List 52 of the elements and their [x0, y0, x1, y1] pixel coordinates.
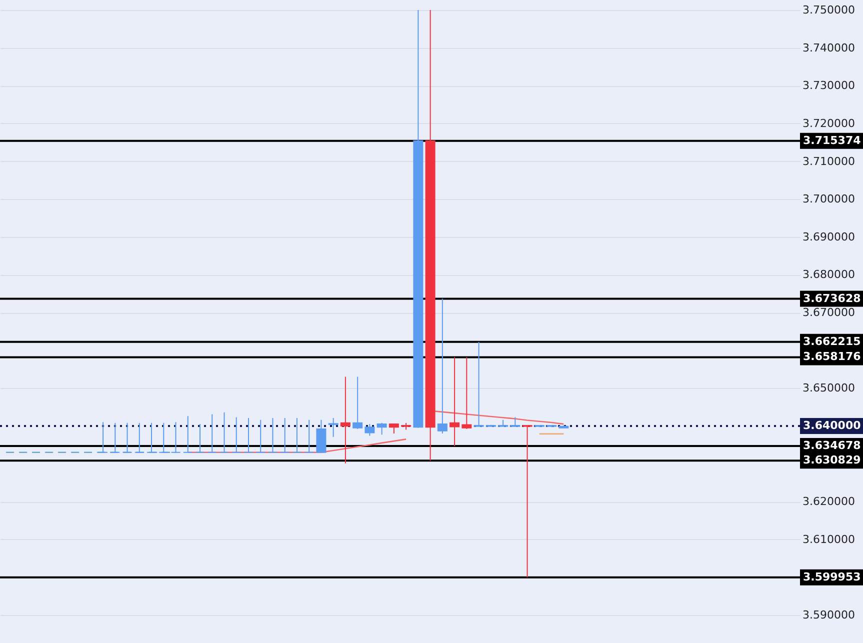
candlestick	[170, 422, 181, 453]
candlestick	[328, 417, 338, 438]
y-tick-label: 3.650000	[802, 382, 855, 395]
y-tick-label: 3.620000	[802, 495, 855, 508]
candlestick	[522, 425, 532, 578]
ref-line-label: 3.599953	[803, 570, 861, 584]
candlestick	[474, 341, 484, 427]
y-tick-label: 3.670000	[802, 306, 855, 319]
candlestick	[122, 422, 132, 453]
candlestick	[134, 422, 144, 453]
ref-line-label: 3.715374	[803, 134, 862, 147]
candlestick	[292, 417, 302, 453]
candlestick	[280, 417, 290, 453]
candlestick	[110, 422, 120, 453]
candlestick	[243, 417, 254, 453]
y-tick-label: 3.680000	[802, 268, 855, 282]
candlestick	[437, 298, 448, 434]
candlestick	[98, 422, 108, 453]
candlestick	[231, 416, 242, 453]
candlestick	[450, 356, 460, 447]
candlestick	[510, 416, 520, 427]
candlestick	[256, 419, 266, 453]
candlestick	[462, 356, 472, 430]
candlestick	[316, 419, 326, 453]
candlestick	[195, 424, 205, 453]
candlestick	[340, 376, 350, 464]
ref-line-label: 3.662215	[803, 334, 861, 348]
candlestick	[146, 422, 157, 453]
candlestick	[268, 417, 278, 453]
candlestick	[182, 416, 193, 453]
y-tick-label: 3.750000	[802, 4, 855, 16]
y-tick-label: 3.690000	[802, 230, 855, 244]
candlestick	[388, 424, 399, 434]
y-tick-label: 3.700000	[802, 192, 855, 206]
candlestick	[304, 419, 314, 453]
ref-line-label: 3.658176	[803, 350, 862, 364]
y-tick-label: 3.610000	[802, 532, 855, 546]
candlestick	[376, 422, 387, 436]
ref-line-label: 3.673628	[803, 292, 861, 305]
y-tick-label: 3.590000	[802, 608, 855, 622]
candlestick	[352, 376, 363, 430]
ref-line-label: 3.640000	[803, 418, 862, 432]
ref-line-label: 3.634678	[803, 439, 861, 452]
candlestick	[219, 412, 230, 453]
y-tick-label: 3.730000	[802, 79, 855, 92]
ref-line-label: 3.630829	[803, 454, 861, 467]
y-tick-label: 3.710000	[802, 154, 855, 168]
candlestick	[207, 414, 218, 453]
y-tick-label: 3.740000	[802, 41, 855, 54]
y-tick-label: 3.720000	[802, 116, 855, 130]
candlestick	[364, 424, 375, 436]
candlestick	[158, 422, 169, 453]
